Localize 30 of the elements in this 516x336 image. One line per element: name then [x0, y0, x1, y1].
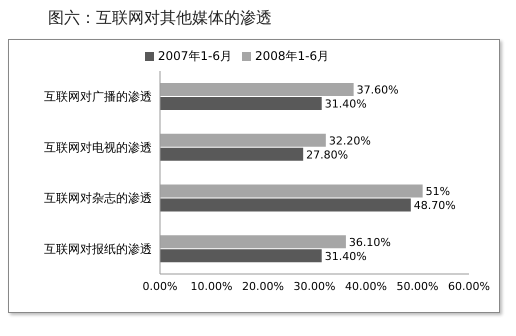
bar	[160, 134, 326, 147]
data-label: 31.40%	[324, 98, 367, 110]
x-tick-label: 60.00%	[448, 280, 490, 293]
data-label: 31.40%	[324, 250, 367, 263]
bar	[160, 184, 423, 198]
x-tick-label: 30.00%	[294, 280, 336, 293]
bar	[160, 249, 322, 262]
y-tick-label: 互联网对电视的渗透	[44, 140, 152, 154]
x-tick-label: 50.00%	[396, 280, 438, 293]
x-tick-label: 40.00%	[345, 280, 387, 293]
x-tick-label: 20.00%	[242, 280, 284, 293]
y-tick-label: 互联网对广播的渗透	[44, 90, 152, 104]
bar	[160, 198, 411, 212]
bar	[160, 235, 346, 248]
bar	[160, 83, 354, 96]
x-tick-label: 10.00%	[190, 280, 232, 293]
bar	[160, 97, 322, 110]
data-label: 32.20%	[328, 134, 371, 148]
y-tick-label: 互联网对杂志的渗透	[44, 191, 152, 206]
data-label: 51%	[426, 185, 450, 198]
data-label: 37.60%	[356, 84, 399, 96]
legend-label: 2008年1-6月	[255, 49, 330, 63]
legend-label: 2007年1-6月	[158, 49, 232, 63]
chart-title: 图六：互联网对其他媒体的渗透	[48, 8, 273, 29]
y-tick-label: 互联网对报纸的渗透	[44, 242, 152, 256]
data-label: 48.70%	[414, 199, 456, 212]
x-tick-label: 0.00%	[142, 280, 178, 293]
bar	[160, 148, 304, 161]
data-label: 27.80%	[306, 148, 348, 162]
data-label: 36.10%	[348, 236, 391, 249]
